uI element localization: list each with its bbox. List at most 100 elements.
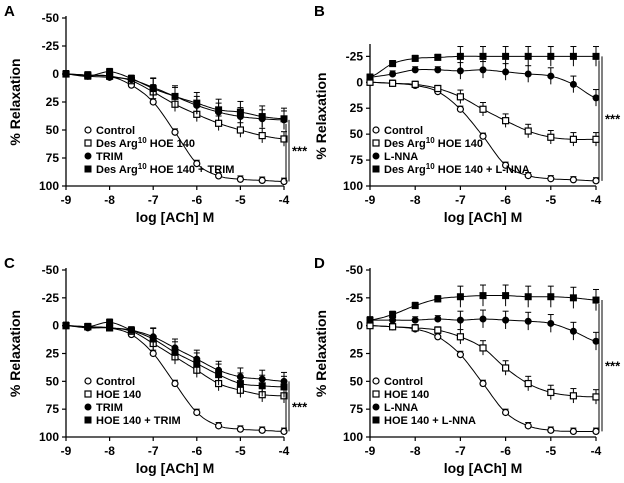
x-tick-label: -5 [235,193,246,207]
legend-text: HOE 140 [147,138,195,150]
y-tick-label: 0 [356,319,363,333]
data-point [258,382,266,390]
data-point [84,377,92,385]
y-tick-label: 0 [52,319,59,333]
data-point [434,333,442,341]
y-tick-label: -25 [42,291,60,305]
data-point [236,175,244,183]
data-point [524,172,532,180]
data-point [106,68,114,76]
legend-label: Control [96,125,135,137]
data-point [236,380,244,388]
data-point [569,52,577,60]
legend-text: Des Arg [96,138,138,150]
data-point [569,176,578,184]
data-point [434,66,442,74]
x-tick-label: -5 [235,444,246,458]
data-point [258,132,266,140]
data-point [592,135,600,143]
legend-superscript: 10 [138,162,147,171]
data-point [479,315,487,323]
data-point [547,293,555,301]
data-point [456,67,464,75]
x-axis-label: log [ACh] M [136,460,215,476]
data-point [84,323,92,331]
legend-label: HOE 140 + TRIM [96,415,181,427]
data-point [524,127,532,135]
y-tick-label: 50 [46,123,60,137]
data-point [434,315,442,323]
x-axis-label: log [ACh] M [444,209,523,225]
legend-label: L-NNA [384,402,418,414]
data-point [149,335,157,343]
legend-text: HOE 140 + TRIM [147,164,235,176]
data-point [389,79,397,87]
x-tick-label: -8 [104,444,115,458]
data-point [171,128,179,136]
data-point [127,74,135,82]
y-tick-label: 100 [39,179,59,193]
data-point [258,426,266,434]
legend-superscript: 10 [426,136,435,145]
x-tick-label: -4 [591,444,602,458]
data-point [280,383,288,391]
data-point [258,176,266,184]
data-point [193,160,201,168]
data-point [502,292,510,300]
legend-label: Des Arg10 HOE 140 [384,136,483,151]
data-point [502,364,510,372]
y-tick-label: -50 [42,263,60,277]
data-point [236,108,244,116]
data-point [171,348,179,356]
data-point [592,427,600,436]
legend-text: Des Arg [96,164,138,176]
data-point [84,139,92,147]
data-point [456,316,464,324]
data-point [479,344,487,352]
x-tick-label: -8 [104,193,115,207]
data-point [372,403,380,411]
data-point [372,416,380,424]
data-point [479,105,487,113]
legend-label: L-NNA [384,151,418,163]
y-tick-label: 0 [356,75,363,89]
data-point [502,408,510,417]
x-tick-label: -9 [61,193,72,207]
y-tick-label: 25 [350,347,364,361]
legend-label: TRIM [96,402,123,414]
legend-label: Des Arg10 HOE 140 [96,136,195,151]
data-point [547,319,555,327]
data-point [502,117,510,125]
x-tick-label: -4 [591,193,602,207]
significance-label: *** [605,359,621,374]
panel-d: D -50 -25 0 25 50 75 100-9 -8 -7 -6 -5 -4 % Relaxatio… [313,255,621,476]
y-tick-label: 100 [343,179,363,193]
y-tick-label: -50 [346,263,364,277]
panel-letter: B [314,3,325,20]
legend-text: HOE 140 [435,138,483,150]
data-point [193,99,201,107]
data-point [456,351,464,359]
data-point [524,52,532,60]
x-tick-label: -6 [191,444,202,458]
x-tick-label: -9 [61,444,72,458]
x-tick-label: -6 [500,193,511,207]
legend-text: Des Arg [384,164,426,176]
y-tick-label: 100 [343,430,363,444]
x-tick-label: -9 [365,444,376,458]
x-axis-label: log [ACh] M [136,209,215,225]
data-point [372,390,380,398]
data-point [411,80,419,88]
data-point [149,349,157,358]
data-point [479,66,487,74]
legend-label: HOE 140 [96,389,141,401]
data-point [479,379,487,388]
y-tick-label: 50 [46,374,60,388]
data-point [592,296,600,304]
data-point [171,379,179,388]
y-tick-label: -50 [42,11,60,25]
data-point [434,53,442,61]
